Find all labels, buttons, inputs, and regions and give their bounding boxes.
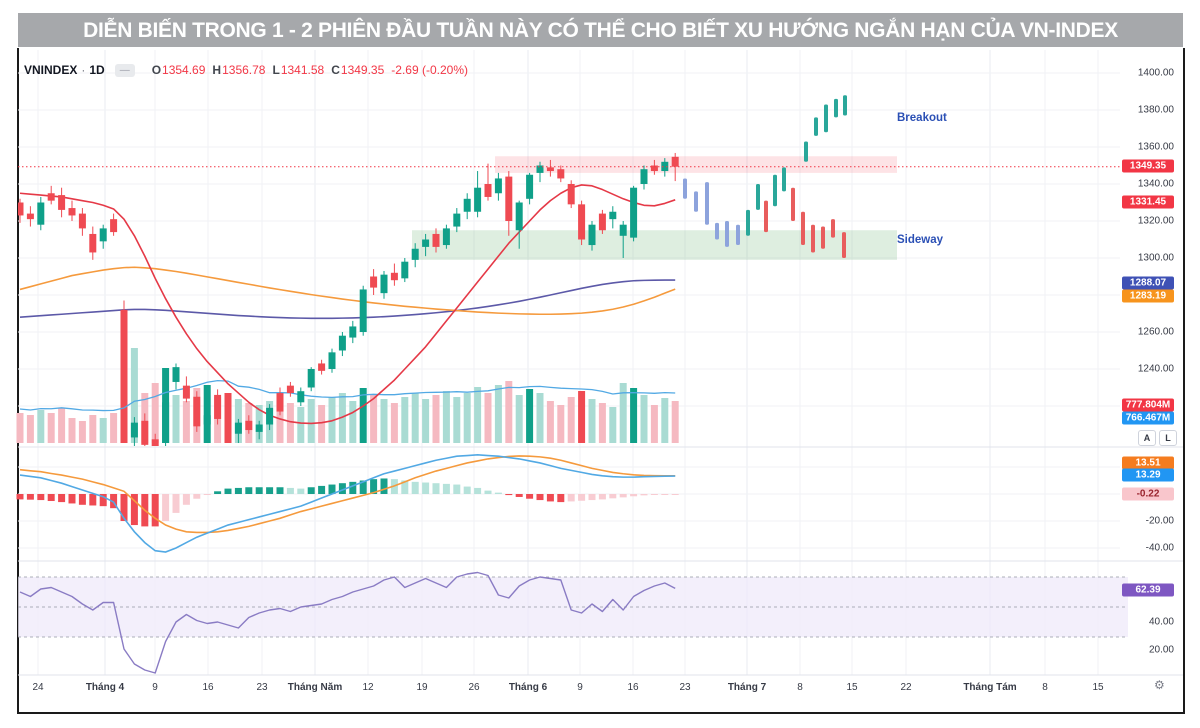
- close-value: 1349.35: [340, 63, 385, 77]
- price-axis-label: -40.00: [1145, 542, 1174, 554]
- time-axis-label: 8: [1042, 682, 1048, 693]
- price-axis-label: 1360.00: [1137, 141, 1174, 153]
- interval-label[interactable]: 1D: [89, 63, 105, 77]
- projection-sketch: [683, 95, 847, 258]
- price-axis-label: 1400.00: [1137, 67, 1174, 79]
- chart-frame-right-border: [1183, 48, 1185, 714]
- time-axis-label: 23: [679, 682, 691, 693]
- price-axis-label: 1380.00: [1137, 104, 1174, 116]
- macd-histogram: [16, 478, 679, 527]
- time-axis-label: 22: [900, 682, 912, 693]
- low-label: L: [272, 63, 280, 77]
- time-axis-label: 23: [256, 682, 268, 693]
- symbol-interval-separator: ·: [81, 63, 86, 77]
- open-label: O: [151, 63, 162, 77]
- symbol-name[interactable]: VNINDEX: [24, 63, 78, 77]
- time-axis-label: 16: [202, 682, 214, 693]
- low-value: 1341.58: [280, 63, 325, 77]
- candles: [18, 152, 679, 446]
- time-axis-label: 19: [416, 682, 428, 693]
- ma_fast-line: [19, 184, 676, 425]
- close-label: C: [331, 63, 340, 77]
- price-axis-badge: 1331.45: [1122, 195, 1174, 209]
- title-banner: DIỄN BIẾN TRONG 1 - 2 PHIÊN ĐẦU TUẦN NÀY…: [18, 13, 1183, 47]
- price-axis-label: -20.00: [1145, 515, 1174, 527]
- time-axis-label: Tháng 7: [727, 682, 767, 693]
- volume-bars: [16, 348, 679, 443]
- macd-line: [19, 454, 676, 553]
- time-axis-label: 24: [32, 682, 44, 693]
- time-axis-label: 15: [846, 682, 858, 693]
- price-axis-badge: 62.39: [1122, 583, 1174, 597]
- price-axis-badge: 777.804M: [1122, 398, 1174, 412]
- axis-settings-gear-icon[interactable]: ⚙: [1154, 678, 1165, 692]
- price-axis-label: 1300.00: [1137, 252, 1174, 264]
- quick-button-a[interactable]: A: [1138, 430, 1156, 446]
- time-axis-label: 16: [627, 682, 639, 693]
- price-axis-badge: 1288.07: [1122, 276, 1174, 290]
- time-axis-label: Tháng 4: [85, 682, 125, 693]
- price-axis-badge: 766.467M: [1122, 411, 1174, 425]
- price-axis-badge: 1349.35: [1122, 159, 1174, 173]
- price-axis-badge: 13.29: [1122, 468, 1174, 482]
- legend-collapse-icon[interactable]: —: [114, 63, 135, 77]
- open-value: 1354.69: [162, 63, 206, 77]
- price-axis-badge: -0.22: [1122, 487, 1174, 501]
- time-axis-label: 8: [797, 682, 803, 693]
- quick-button-l[interactable]: L: [1159, 430, 1177, 446]
- sideway-annotation[interactable]: Sideway: [897, 234, 944, 246]
- price-axis-label: 1240.00: [1137, 363, 1174, 375]
- breakout-annotation[interactable]: Breakout: [897, 112, 947, 124]
- rsi-line: [19, 571, 676, 674]
- price-axis-label: 40.00: [1148, 616, 1174, 628]
- time-axis-label: 9: [152, 682, 158, 693]
- volume-ma-line: [19, 379, 676, 412]
- support-zone: [412, 230, 897, 260]
- high-value: 1356.78: [222, 63, 266, 77]
- resistance-zone: [495, 156, 897, 173]
- change-value: -2.69 (-0.20%): [391, 63, 468, 77]
- time-axis-label: 9: [577, 682, 583, 693]
- price-axis-badge: 13.51: [1122, 456, 1174, 470]
- price-axis-label: 1260.00: [1137, 326, 1174, 338]
- price-axis-badge: 1283.19: [1122, 289, 1174, 303]
- ma_mid-line: [19, 266, 676, 316]
- price-axis-label: 1340.00: [1137, 178, 1174, 190]
- high-label: H: [212, 63, 222, 77]
- price-axis-label: 1320.00: [1137, 215, 1174, 227]
- price-axis-label: 20.00: [1148, 644, 1174, 656]
- time-axis-label: Tháng 6: [508, 682, 548, 693]
- time-axis-label: 12: [362, 682, 374, 693]
- chart-frame-left-border: [17, 48, 19, 714]
- time-axis-label: 15: [1092, 682, 1104, 693]
- time-axis-label: 26: [468, 682, 480, 693]
- chart-frame-bottom-border: [17, 712, 1185, 714]
- time-axis-label: Tháng Năm: [287, 682, 343, 693]
- ma_slow-line: [19, 279, 676, 320]
- time-axis-label: Tháng Tám: [963, 682, 1017, 693]
- symbol-legend[interactable]: VNINDEX · 1D — O 1354.69 H 1356.78 L 134…: [24, 62, 468, 78]
- macd-signal-line: [19, 455, 676, 534]
